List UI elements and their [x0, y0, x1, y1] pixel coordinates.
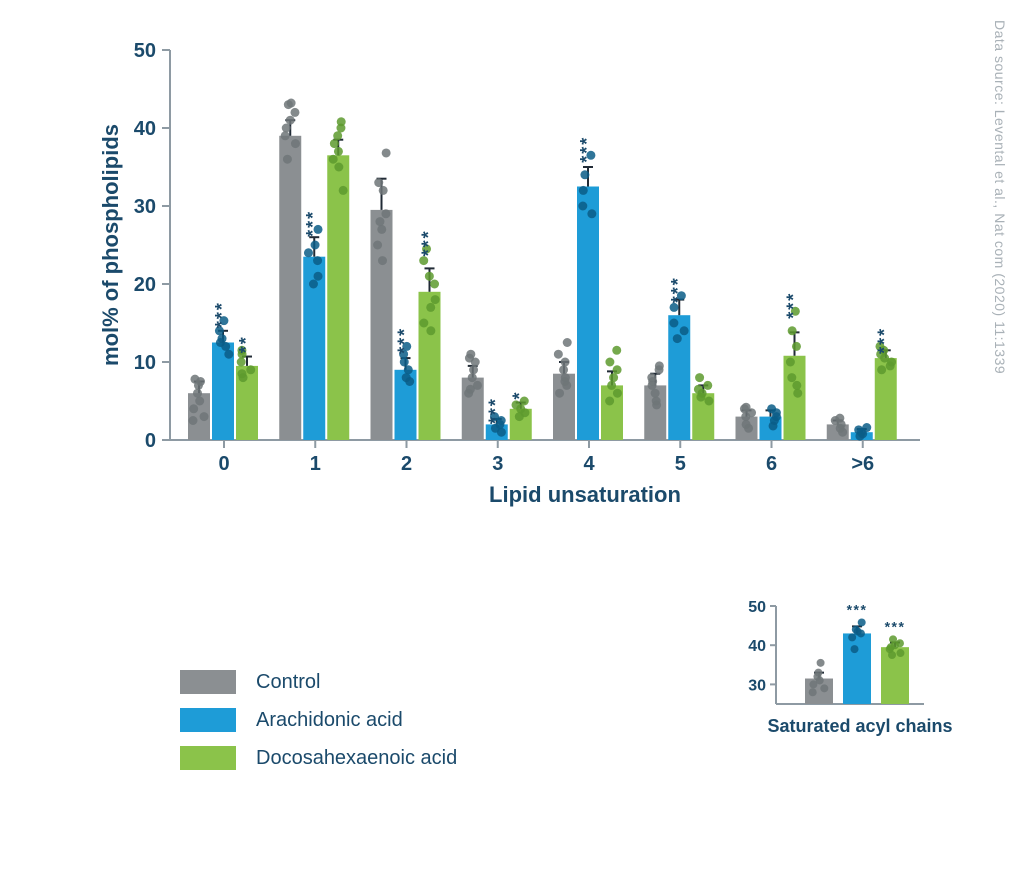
svg-text:30: 30	[748, 677, 766, 694]
svg-text:***: ***	[875, 327, 895, 354]
svg-text:6: 6	[766, 453, 777, 475]
svg-text:Saturated acyl chains: Saturated acyl chains	[767, 716, 952, 736]
svg-text:4: 4	[583, 453, 595, 475]
legend-label: Control	[256, 671, 320, 694]
legend-swatch	[180, 670, 236, 694]
inset-chart: 30 40 50 *** *** Saturated acyl chains	[730, 580, 970, 770]
legend-item-dha: Docosahexaenoic acid	[180, 746, 457, 770]
svg-text:5: 5	[675, 453, 686, 475]
svg-text:***: ***	[783, 292, 803, 319]
svg-text:***: ***	[847, 601, 868, 617]
svg-text:0: 0	[218, 453, 229, 475]
svg-text:>6: >6	[851, 453, 874, 475]
svg-text:2: 2	[401, 453, 412, 475]
main-chart: 01020304050mol% of phospholipids0*****1*…	[100, 30, 930, 550]
svg-text:***: ***	[577, 136, 597, 163]
svg-text:mol% of phospholipids: mol% of phospholipids	[100, 124, 123, 366]
svg-text:50: 50	[748, 599, 766, 616]
svg-text:1: 1	[310, 453, 321, 475]
svg-text:0: 0	[145, 430, 156, 452]
svg-text:3: 3	[492, 453, 503, 475]
svg-text:***: ***	[212, 301, 232, 328]
svg-text:***: ***	[394, 327, 414, 354]
legend-swatch	[180, 746, 236, 770]
svg-text:***: ***	[668, 276, 688, 303]
svg-text:40: 40	[748, 638, 766, 655]
svg-text:40: 40	[134, 118, 156, 140]
svg-text:50: 50	[134, 40, 156, 62]
svg-text:***: ***	[303, 210, 323, 237]
legend-item-control: Control	[180, 670, 457, 694]
svg-text:20: 20	[134, 274, 156, 296]
legend-label: Arachidonic acid	[256, 709, 403, 732]
svg-text:30: 30	[134, 196, 156, 218]
svg-text:***: ***	[486, 397, 506, 424]
source-citation: Data source: Levental et al., Nat com (2…	[992, 20, 1008, 374]
svg-text:**: **	[236, 335, 256, 353]
legend: Control Arachidonic acid Docosahexaenoic…	[180, 670, 457, 784]
legend-item-aa: Arachidonic acid	[180, 708, 457, 732]
legend-label: Docosahexaenoic acid	[256, 747, 457, 770]
legend-swatch	[180, 708, 236, 732]
svg-text:***: ***	[885, 618, 906, 634]
svg-text:***: ***	[418, 229, 438, 256]
svg-text:*: *	[510, 390, 530, 399]
svg-text:10: 10	[134, 352, 156, 374]
svg-text:Lipid unsaturation: Lipid unsaturation	[489, 482, 681, 507]
